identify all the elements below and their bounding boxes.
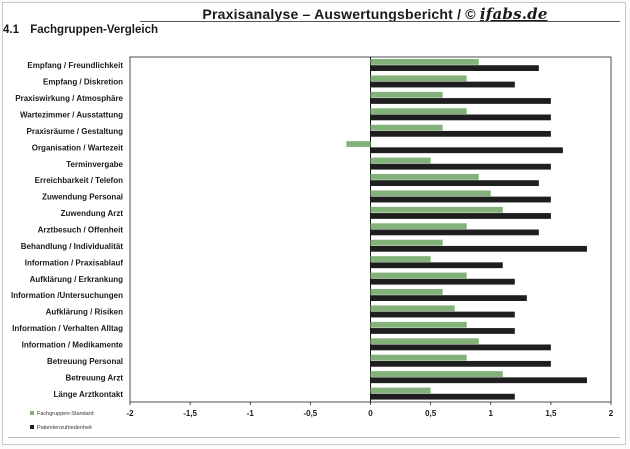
bar-patientenzufriedenheit bbox=[370, 163, 551, 170]
bar-fachgruppen-standard bbox=[370, 124, 443, 131]
category-label: Betreuung Arzt bbox=[66, 373, 124, 382]
category-label: Organisation / Wartezeit bbox=[32, 143, 124, 152]
bar-fachgruppen-standard bbox=[370, 59, 479, 65]
x-tick-label: -1 bbox=[247, 409, 255, 418]
page-title: Praxisanalyse – Auswertungsbericht / © i… bbox=[140, 5, 610, 23]
bar-patientenzufriedenheit bbox=[370, 65, 539, 72]
x-tick-label: 2 bbox=[609, 409, 614, 418]
bar-fachgruppen-standard bbox=[370, 371, 503, 377]
bar-patientenzufriedenheit bbox=[370, 196, 551, 203]
category-label: Information / Medikamente bbox=[22, 341, 124, 350]
bar-fachgruppen-standard bbox=[370, 190, 491, 197]
bar-patientenzufriedenheit bbox=[370, 245, 587, 252]
category-label: Empfang / Freundlichkeit bbox=[27, 61, 123, 70]
header-divider bbox=[140, 21, 620, 22]
bar-patientenzufriedenheit bbox=[370, 229, 539, 236]
footer-divider bbox=[8, 437, 620, 438]
bar-fachgruppen-standard bbox=[370, 272, 467, 279]
bar-fachgruppen-standard bbox=[370, 338, 479, 345]
category-label: Information / Praxisablauf bbox=[25, 258, 124, 267]
bar-patientenzufriedenheit bbox=[370, 328, 515, 334]
category-label: Zuwendung Arzt bbox=[61, 209, 124, 218]
bar-patientenzufriedenheit bbox=[370, 311, 515, 318]
section-number: 4.1 bbox=[3, 24, 19, 36]
category-label: Praxiswirkung / Atmosphäre bbox=[15, 94, 123, 103]
bar-fachgruppen-standard bbox=[370, 387, 431, 394]
bar-patientenzufriedenheit bbox=[370, 81, 515, 88]
legend-swatch bbox=[30, 425, 34, 429]
category-label: Erreichbarkeit / Telefon bbox=[35, 176, 123, 185]
bar-patientenzufriedenheit bbox=[370, 393, 515, 400]
x-tick-label: 1 bbox=[489, 409, 494, 418]
legend-label: Fachgruppen-Standard bbox=[37, 411, 94, 417]
bar-fachgruppen-standard bbox=[370, 91, 443, 98]
legend-label: Patientenzufriedenheit bbox=[37, 425, 92, 431]
bar-patientenzufriedenheit bbox=[370, 278, 515, 285]
bar-fachgruppen-standard bbox=[370, 239, 443, 246]
x-tick-label: -2 bbox=[126, 409, 134, 418]
category-label: Empfang / Diskretion bbox=[43, 78, 123, 87]
category-label: Praxisräume / Gestaltung bbox=[27, 127, 124, 136]
category-label: Arztbesuch / Offenheit bbox=[38, 226, 124, 235]
bar-patientenzufriedenheit bbox=[370, 262, 503, 269]
category-label: Länge Arztkontakt bbox=[54, 390, 124, 399]
x-tick-label: -1,5 bbox=[183, 409, 197, 418]
category-label: Terminvergabe bbox=[66, 160, 123, 169]
category-label: Betreuung Personal bbox=[47, 357, 123, 366]
title-text: Praxisanalyse – Auswertungsbericht / © bbox=[202, 6, 476, 22]
bar-fachgruppen-standard bbox=[370, 174, 479, 180]
section-heading: 4.1 Fachgruppen-Vergleich bbox=[3, 24, 158, 36]
bar-patientenzufriedenheit bbox=[370, 344, 551, 351]
category-label: Behandlung / Individualität bbox=[21, 242, 124, 251]
bar-patientenzufriedenheit bbox=[370, 180, 539, 187]
bar-patientenzufriedenheit bbox=[370, 130, 551, 137]
bar-patientenzufriedenheit bbox=[370, 360, 551, 367]
category-label: Information / Verhalten Alltag bbox=[12, 324, 123, 333]
category-label: Wartezimmer / Ausstattung bbox=[20, 111, 123, 120]
x-tick-label: -0,5 bbox=[303, 409, 317, 418]
x-tick-label: 0 bbox=[368, 409, 373, 418]
bar-fachgruppen-standard bbox=[370, 223, 467, 230]
bar-fachgruppen-standard bbox=[370, 256, 431, 262]
bar-fachgruppen-standard bbox=[346, 141, 371, 147]
x-tick-label: 0,5 bbox=[425, 409, 437, 418]
bar-patientenzufriedenheit bbox=[370, 147, 563, 154]
bar-patientenzufriedenheit bbox=[370, 98, 551, 104]
category-label: Information /Untersuchungen bbox=[11, 291, 123, 300]
brand-logo: ifabs.de bbox=[479, 5, 548, 23]
x-tick-label: 1,5 bbox=[545, 409, 557, 418]
bar-fachgruppen-standard bbox=[370, 75, 467, 82]
bar-fachgruppen-standard bbox=[370, 354, 467, 361]
bar-patientenzufriedenheit bbox=[370, 213, 551, 219]
category-label: Aufklärung / Erkrankung bbox=[30, 275, 123, 284]
bar-fachgruppen-standard bbox=[370, 321, 467, 328]
bar-fachgruppen-standard bbox=[370, 305, 455, 312]
bar-patientenzufriedenheit bbox=[370, 377, 587, 384]
bar-patientenzufriedenheit bbox=[370, 114, 551, 121]
bar-fachgruppen-standard bbox=[370, 289, 443, 295]
report-page bbox=[2, 2, 626, 445]
category-label: Aufklärung / Risiken bbox=[46, 308, 123, 317]
bar-fachgruppen-standard bbox=[370, 108, 467, 115]
legend-swatch bbox=[30, 411, 34, 415]
bar-patientenzufriedenheit bbox=[370, 295, 527, 302]
bar-fachgruppen-standard bbox=[370, 206, 503, 213]
bar-fachgruppen-standard bbox=[370, 157, 431, 164]
section-title: Fachgruppen-Vergleich bbox=[30, 24, 159, 36]
category-label: Zuwendung Personal bbox=[42, 193, 123, 202]
